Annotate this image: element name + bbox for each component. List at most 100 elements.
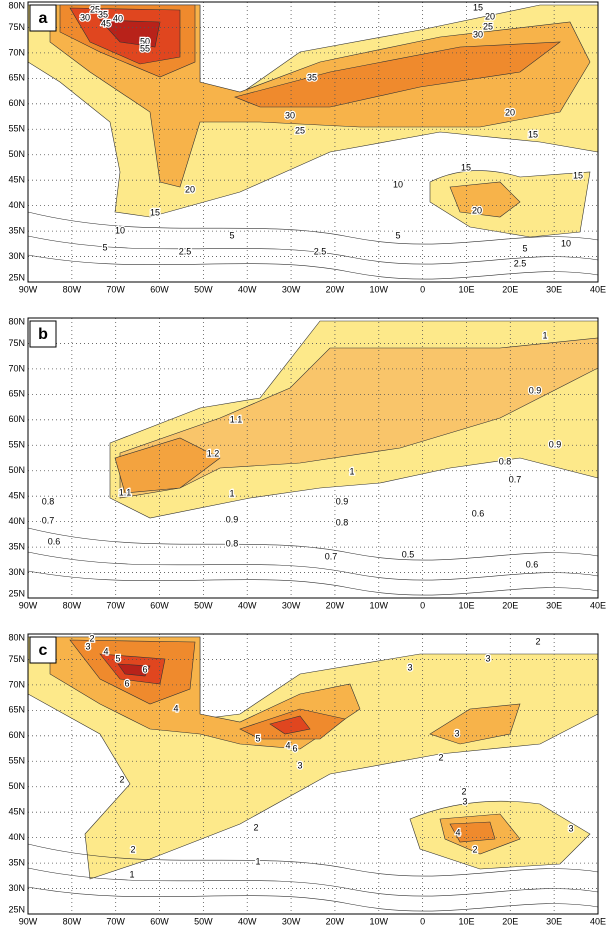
lat-tick-label: 80N [8, 0, 25, 10]
lat-tick-label: 30N [8, 883, 25, 893]
contour-label: 3 [407, 662, 412, 672]
lon-tick-label: 40E [590, 916, 606, 926]
contour-line [27, 843, 599, 877]
contour-label: 4 [285, 740, 290, 750]
lon-tick-label: 80W [63, 916, 82, 926]
lon-tick-label: 90W [19, 916, 38, 926]
lat-tick-label: 35N [8, 541, 25, 551]
map-frame [27, 1, 599, 283]
contour-fill [117, 663, 151, 677]
lon-tick-label: 10E [458, 284, 474, 294]
contour-label: 3 [485, 653, 490, 663]
lon-tick-label: 90W [19, 600, 38, 610]
contour-label: 5 [395, 230, 400, 240]
contour-label: 30 [80, 12, 90, 22]
contour-label: 15 [150, 207, 160, 217]
contour-label: 35 [98, 9, 108, 19]
contour-label: 25 [90, 4, 100, 14]
lat-tick-label: 45N [8, 175, 25, 185]
lon-tick-label: 40E [590, 600, 606, 610]
lat-tick-label: 65N [8, 389, 25, 399]
lat-tick-label: 80N [8, 316, 25, 326]
contour-fill [449, 181, 521, 218]
lon-tick-label: 80W [63, 284, 82, 294]
contour-line [27, 235, 599, 265]
contour-label: 15 [461, 162, 471, 172]
lon-tick-label: 0 [420, 600, 425, 610]
contour-label: 6 [142, 664, 147, 674]
lat-tick-label: 45N [8, 807, 25, 817]
contour-label: 15 [573, 170, 583, 180]
lat-tick-label: 35N [8, 857, 25, 867]
contour-label: 5 [102, 242, 107, 252]
contour-label: 25 [295, 125, 305, 135]
contour-label: 0.7 [42, 515, 55, 525]
contour-label: 6 [292, 743, 297, 753]
contour-label: 1 [542, 330, 547, 340]
contour-label: 1 [255, 856, 260, 866]
contour-label: 30 [285, 110, 295, 120]
contour-label: 2.5 [314, 246, 327, 256]
lon-tick-label: 60W [150, 600, 169, 610]
contour-label: 10 [115, 225, 125, 235]
contour-label: 35 [307, 72, 317, 82]
map-panel: 90W 80W 70W 60W 50W 40W 30W 20W 10W 0 10E 20E 30E 40E… [8, 0, 606, 294]
contour-label: 0.9 [529, 385, 542, 395]
contour-label: 2.5 [179, 246, 192, 256]
contour-label: 1.1 [119, 487, 132, 497]
lat-tick-label: 75N [8, 22, 25, 32]
lon-tick-label: 10E [458, 916, 474, 926]
contour-label: 0.9 [226, 514, 239, 524]
lat-tick-label: 40N [8, 832, 25, 842]
lat-tick-label: 25N [8, 272, 25, 282]
contour-fill [234, 41, 561, 108]
contour-fill [429, 703, 521, 855]
lon-tick-label: 80W [63, 600, 82, 610]
contour-label: 3 [85, 641, 90, 651]
panel-label-box [29, 636, 57, 664]
contour-label: 10 [393, 179, 403, 189]
lat-tick-label: 35N [8, 225, 25, 235]
lon-tick-label: 50W [194, 916, 213, 926]
lon-tick-label: 30E [546, 284, 562, 294]
contour-label: 30 [473, 29, 483, 39]
contour-label: 20 [472, 205, 482, 215]
lat-tick-label: 60N [8, 730, 25, 740]
lat-tick-label: 55N [8, 124, 25, 134]
contour-label: 4 [103, 646, 108, 656]
lat-tick-label: 60N [8, 98, 25, 108]
panel-label: a [39, 10, 48, 27]
lat-tick-label: 70N [8, 679, 25, 689]
lat-tick-label: 70N [8, 363, 25, 373]
contour-label: 1.2 [207, 448, 220, 458]
lon-tick-label: 20E [502, 284, 518, 294]
contour-label: 2 [130, 844, 135, 854]
contour-label: 3 [568, 823, 573, 833]
contour-label: 0.8 [499, 456, 512, 466]
lon-tick-label: 30W [282, 284, 301, 294]
contour-label: 50 [140, 36, 150, 46]
lat-tick-label: 55N [8, 440, 25, 450]
lat-tick-label: 50N [8, 781, 25, 791]
contour-label: 3 [454, 728, 459, 738]
lat-tick-label: 30N [8, 567, 25, 577]
contour-label: 5 [229, 230, 234, 240]
lon-tick-label: 30E [546, 916, 562, 926]
lon-tick-label: 30E [546, 600, 562, 610]
lon-tick-label: 70W [106, 284, 125, 294]
contour-label: 0.9 [549, 439, 562, 449]
panel-label: b [38, 326, 48, 343]
contour-line [27, 570, 599, 596]
contour-label: 2 [535, 636, 540, 646]
lat-tick-label: 70N [8, 47, 25, 57]
contour-label: 0.7 [509, 474, 522, 484]
contour-label: 2 [119, 774, 124, 784]
lon-tick-label: 0 [420, 916, 425, 926]
lat-tick-label: 75N [8, 338, 25, 348]
lon-tick-label: 10E [458, 600, 474, 610]
lon-tick-label: 60W [150, 284, 169, 294]
lat-tick-label: 50N [8, 465, 25, 475]
contour-label: 4 [173, 703, 178, 713]
contour-label: 40 [113, 13, 123, 23]
